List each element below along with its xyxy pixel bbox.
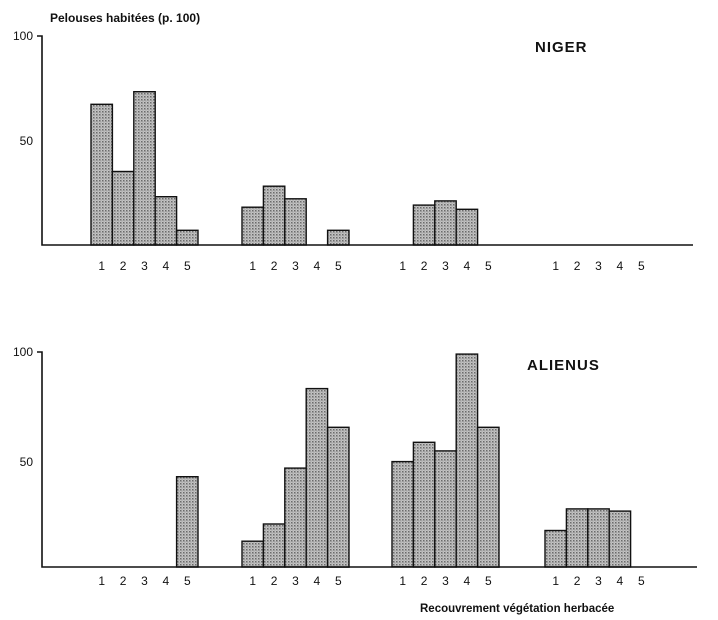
bar-alienus-g3-5 <box>476 426 500 568</box>
category-label: 2 <box>120 574 127 588</box>
bar-alienus-g4-1 <box>544 529 568 568</box>
bar-alienus-g3-3 <box>434 450 457 568</box>
bar-niger-g1-5 <box>175 229 199 246</box>
panel-niger: Pelouses habitées (p. 100) NIGER 100 50 … <box>13 11 693 273</box>
bar-niger-g1-2 <box>111 170 135 246</box>
category-label: 1 <box>552 259 559 273</box>
bar-alienus-g4-2 <box>565 508 589 568</box>
bar-niger-g2-1 <box>241 206 265 246</box>
category-label: 1 <box>552 574 559 588</box>
category-label: 4 <box>314 259 321 273</box>
category-label: 5 <box>638 259 645 273</box>
category-label: 3 <box>595 259 602 273</box>
category-label: 4 <box>464 574 471 588</box>
category-label: 4 <box>617 259 624 273</box>
category-label: 1 <box>98 259 105 273</box>
category-label: 3 <box>442 259 449 273</box>
bar-niger-g3-2 <box>412 204 436 246</box>
bar-alienus-g2-3 <box>284 467 307 568</box>
bar-alienus-g2-1 <box>241 540 265 568</box>
category-label: 1 <box>399 574 406 588</box>
bar-niger-g1-3 <box>133 90 156 246</box>
bar-alienus-g2-2 <box>262 523 286 568</box>
category-label: 4 <box>163 574 170 588</box>
category-label: 2 <box>120 259 127 273</box>
bar-niger-g1-4 <box>154 195 178 246</box>
category-label: 2 <box>574 574 581 588</box>
category-label: 2 <box>271 574 278 588</box>
category-label: 5 <box>184 574 191 588</box>
category-label: 5 <box>638 574 645 588</box>
category-label: 2 <box>271 259 278 273</box>
category-label: 5 <box>485 574 492 588</box>
y-tick-100: 100 <box>13 29 33 43</box>
axes-alienus <box>37 351 697 568</box>
bar-alienus-g3-2 <box>412 441 436 568</box>
bar-niger-g3-4 <box>455 208 479 246</box>
category-label: 2 <box>421 574 428 588</box>
category-label: 2 <box>574 259 581 273</box>
y-tick-50: 50 <box>20 134 34 148</box>
y-tick-50: 50 <box>20 455 34 469</box>
bar-alienus-g2-4 <box>305 387 329 568</box>
bar-niger-g2-3 <box>284 198 307 246</box>
panel-title-niger: NIGER <box>535 39 588 56</box>
bar-alienus-g2-5 <box>326 426 350 568</box>
category-label: 4 <box>464 259 471 273</box>
category-label: 1 <box>399 259 406 273</box>
bar-alienus-g4-4 <box>608 510 632 568</box>
category-label: 1 <box>249 574 256 588</box>
category-label: 4 <box>617 574 624 588</box>
y-axis-title: Pelouses habitées (p. 100) <box>50 11 200 25</box>
category-label: 5 <box>184 259 191 273</box>
category-label: 3 <box>141 574 148 588</box>
category-label: 3 <box>292 574 299 588</box>
bar-alienus-g3-4 <box>455 353 479 568</box>
bar-niger-g1-1 <box>90 103 114 246</box>
panel-title-alienus: ALIENUS <box>527 357 600 374</box>
bar-niger-g2-2 <box>262 185 286 246</box>
category-label: 1 <box>249 259 256 273</box>
category-label: 4 <box>314 574 321 588</box>
category-label: 3 <box>442 574 449 588</box>
category-label: 3 <box>595 574 602 588</box>
y-tick-100: 100 <box>13 345 33 359</box>
category-label: 3 <box>292 259 299 273</box>
axes-niger <box>37 35 693 246</box>
bar-niger-g3-3 <box>434 200 457 246</box>
bar-alienus-g4-3 <box>587 508 610 568</box>
category-label: 2 <box>421 259 428 273</box>
bar-alienus-g1-5 <box>175 476 199 568</box>
category-label: 4 <box>163 259 170 273</box>
category-label: 5 <box>335 574 342 588</box>
x-axis-title: Recouvrement végétation herbacée <box>420 603 614 615</box>
bar-alienus-g3-1 <box>391 460 415 568</box>
category-label: 1 <box>98 574 105 588</box>
bar-niger-g2-5 <box>326 229 350 246</box>
category-label: 3 <box>141 259 148 273</box>
category-label: 5 <box>335 259 342 273</box>
category-label: 5 <box>485 259 492 273</box>
